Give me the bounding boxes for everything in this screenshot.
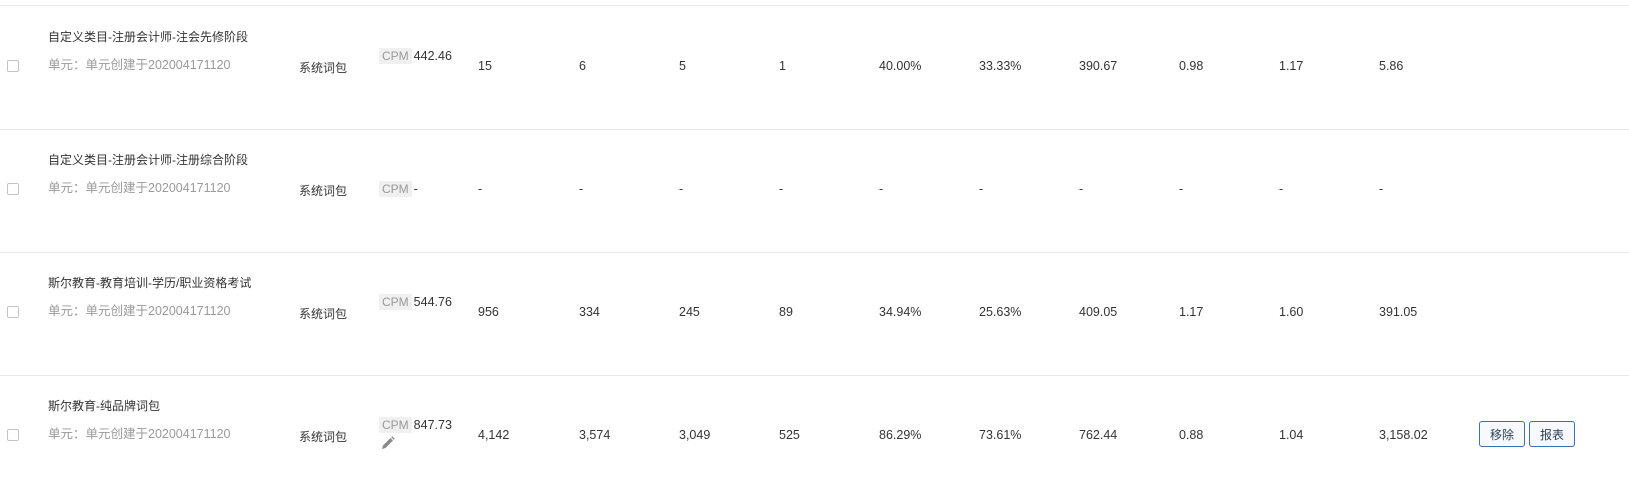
metric-cell: 525 bbox=[779, 428, 800, 442]
package-type: 系统词包 bbox=[299, 61, 348, 75]
table-row: 自定义类目-注册会计师-注册综合阶段 单元：单元创建于202004171120 … bbox=[0, 129, 1629, 253]
metric-cell: 3,158.02 bbox=[1379, 428, 1428, 442]
bid-type-tag: CPM bbox=[379, 181, 412, 197]
metric-cell: 25.63% bbox=[979, 305, 1022, 319]
bid-value: 544.76 bbox=[413, 295, 452, 309]
metric-cell: 0.98 bbox=[1179, 59, 1204, 73]
table-row: 斯尔教育-纯品牌词包 单元：单元创建于202004171120 系统词包 CPM… bbox=[0, 375, 1629, 485]
unit-info: 单元：单元创建于202004171120 bbox=[48, 427, 231, 441]
metric-cell: 4,142 bbox=[478, 428, 510, 442]
metric-cell: 6 bbox=[579, 59, 586, 73]
bid-value: 847.73 bbox=[413, 418, 452, 432]
metric-cell: 1.17 bbox=[1179, 305, 1204, 319]
bid-type-tag: CPM bbox=[379, 294, 412, 310]
bid-type-tag: CPM bbox=[379, 417, 412, 433]
metric-cell: 5.86 bbox=[1379, 59, 1404, 73]
bid-type-tag: CPM bbox=[379, 48, 412, 64]
metric-cell: 334 bbox=[579, 305, 600, 319]
metric-cell: 40.00% bbox=[879, 59, 922, 73]
metric-cell: - bbox=[779, 182, 784, 196]
table-top-divider bbox=[0, 5, 1629, 6]
metric-cell: 390.67 bbox=[1079, 59, 1118, 73]
report-button[interactable]: 报表 bbox=[1529, 421, 1575, 447]
metric-cell: - bbox=[1079, 182, 1084, 196]
table-row: 斯尔教育-教育培训-学历/职业资格考试 单元：单元创建于202004171120… bbox=[0, 252, 1629, 376]
metric-cell: 1.04 bbox=[1279, 428, 1304, 442]
package-name: 斯尔教育-教育培训-学历/职业资格考试 bbox=[48, 276, 252, 290]
metric-cell: 15 bbox=[478, 59, 492, 73]
package-type: 系统词包 bbox=[299, 307, 348, 321]
package-name: 斯尔教育-纯品牌词包 bbox=[48, 399, 160, 413]
row-checkbox[interactable] bbox=[7, 429, 19, 441]
bid-value: - bbox=[413, 182, 418, 196]
bid-cell: CPM 442.46 bbox=[379, 48, 452, 64]
row-checkbox[interactable] bbox=[7, 60, 19, 72]
bid-cell: CPM 847.73 bbox=[379, 417, 452, 433]
bid-cell: CPM 544.76 bbox=[379, 294, 452, 310]
unit-info: 单元：单元创建于202004171120 bbox=[48, 181, 231, 195]
metric-cell: 1 bbox=[779, 59, 786, 73]
remove-button[interactable]: 移除 bbox=[1479, 421, 1525, 447]
metric-cell: 89 bbox=[779, 305, 793, 319]
metric-cell: - bbox=[979, 182, 984, 196]
metric-cell: 3,049 bbox=[679, 428, 711, 442]
metric-cell: 33.33% bbox=[979, 59, 1022, 73]
metric-cell: 956 bbox=[478, 305, 499, 319]
metric-cell: 5 bbox=[679, 59, 686, 73]
unit-info: 单元：单元创建于202004171120 bbox=[48, 58, 231, 72]
metric-cell: - bbox=[478, 182, 483, 196]
package-type: 系统词包 bbox=[299, 184, 348, 198]
metric-cell: - bbox=[579, 182, 584, 196]
metric-cell: 73.61% bbox=[979, 428, 1022, 442]
row-checkbox[interactable] bbox=[7, 183, 19, 195]
metric-cell: 1.60 bbox=[1279, 305, 1304, 319]
metric-cell: - bbox=[1379, 182, 1384, 196]
pencil-icon[interactable] bbox=[380, 435, 396, 451]
table-row: 自定义类目-注册会计师-注会先修阶段 单元：单元创建于202004171120 … bbox=[0, 6, 1629, 130]
package-type: 系统词包 bbox=[299, 430, 348, 444]
unit-info: 单元：单元创建于202004171120 bbox=[48, 304, 231, 318]
metric-cell: 762.44 bbox=[1079, 428, 1118, 442]
bid-cell: CPM - bbox=[379, 181, 418, 197]
metric-cell: 0.88 bbox=[1179, 428, 1204, 442]
bid-value: 442.46 bbox=[413, 49, 452, 63]
metric-cell: - bbox=[679, 182, 684, 196]
row-checkbox[interactable] bbox=[7, 306, 19, 318]
metric-cell: - bbox=[879, 182, 884, 196]
metric-cell: 86.29% bbox=[879, 428, 922, 442]
metric-cell: 3,574 bbox=[579, 428, 611, 442]
metric-cell: 391.05 bbox=[1379, 305, 1418, 319]
package-name: 自定义类目-注册会计师-注会先修阶段 bbox=[48, 30, 248, 44]
package-name: 自定义类目-注册会计师-注册综合阶段 bbox=[48, 153, 248, 167]
metric-cell: 1.17 bbox=[1279, 59, 1304, 73]
metric-cell: - bbox=[1179, 182, 1184, 196]
metric-cell: 245 bbox=[679, 305, 700, 319]
metric-cell: 34.94% bbox=[879, 305, 922, 319]
metric-cell: - bbox=[1279, 182, 1284, 196]
metric-cell: 409.05 bbox=[1079, 305, 1118, 319]
